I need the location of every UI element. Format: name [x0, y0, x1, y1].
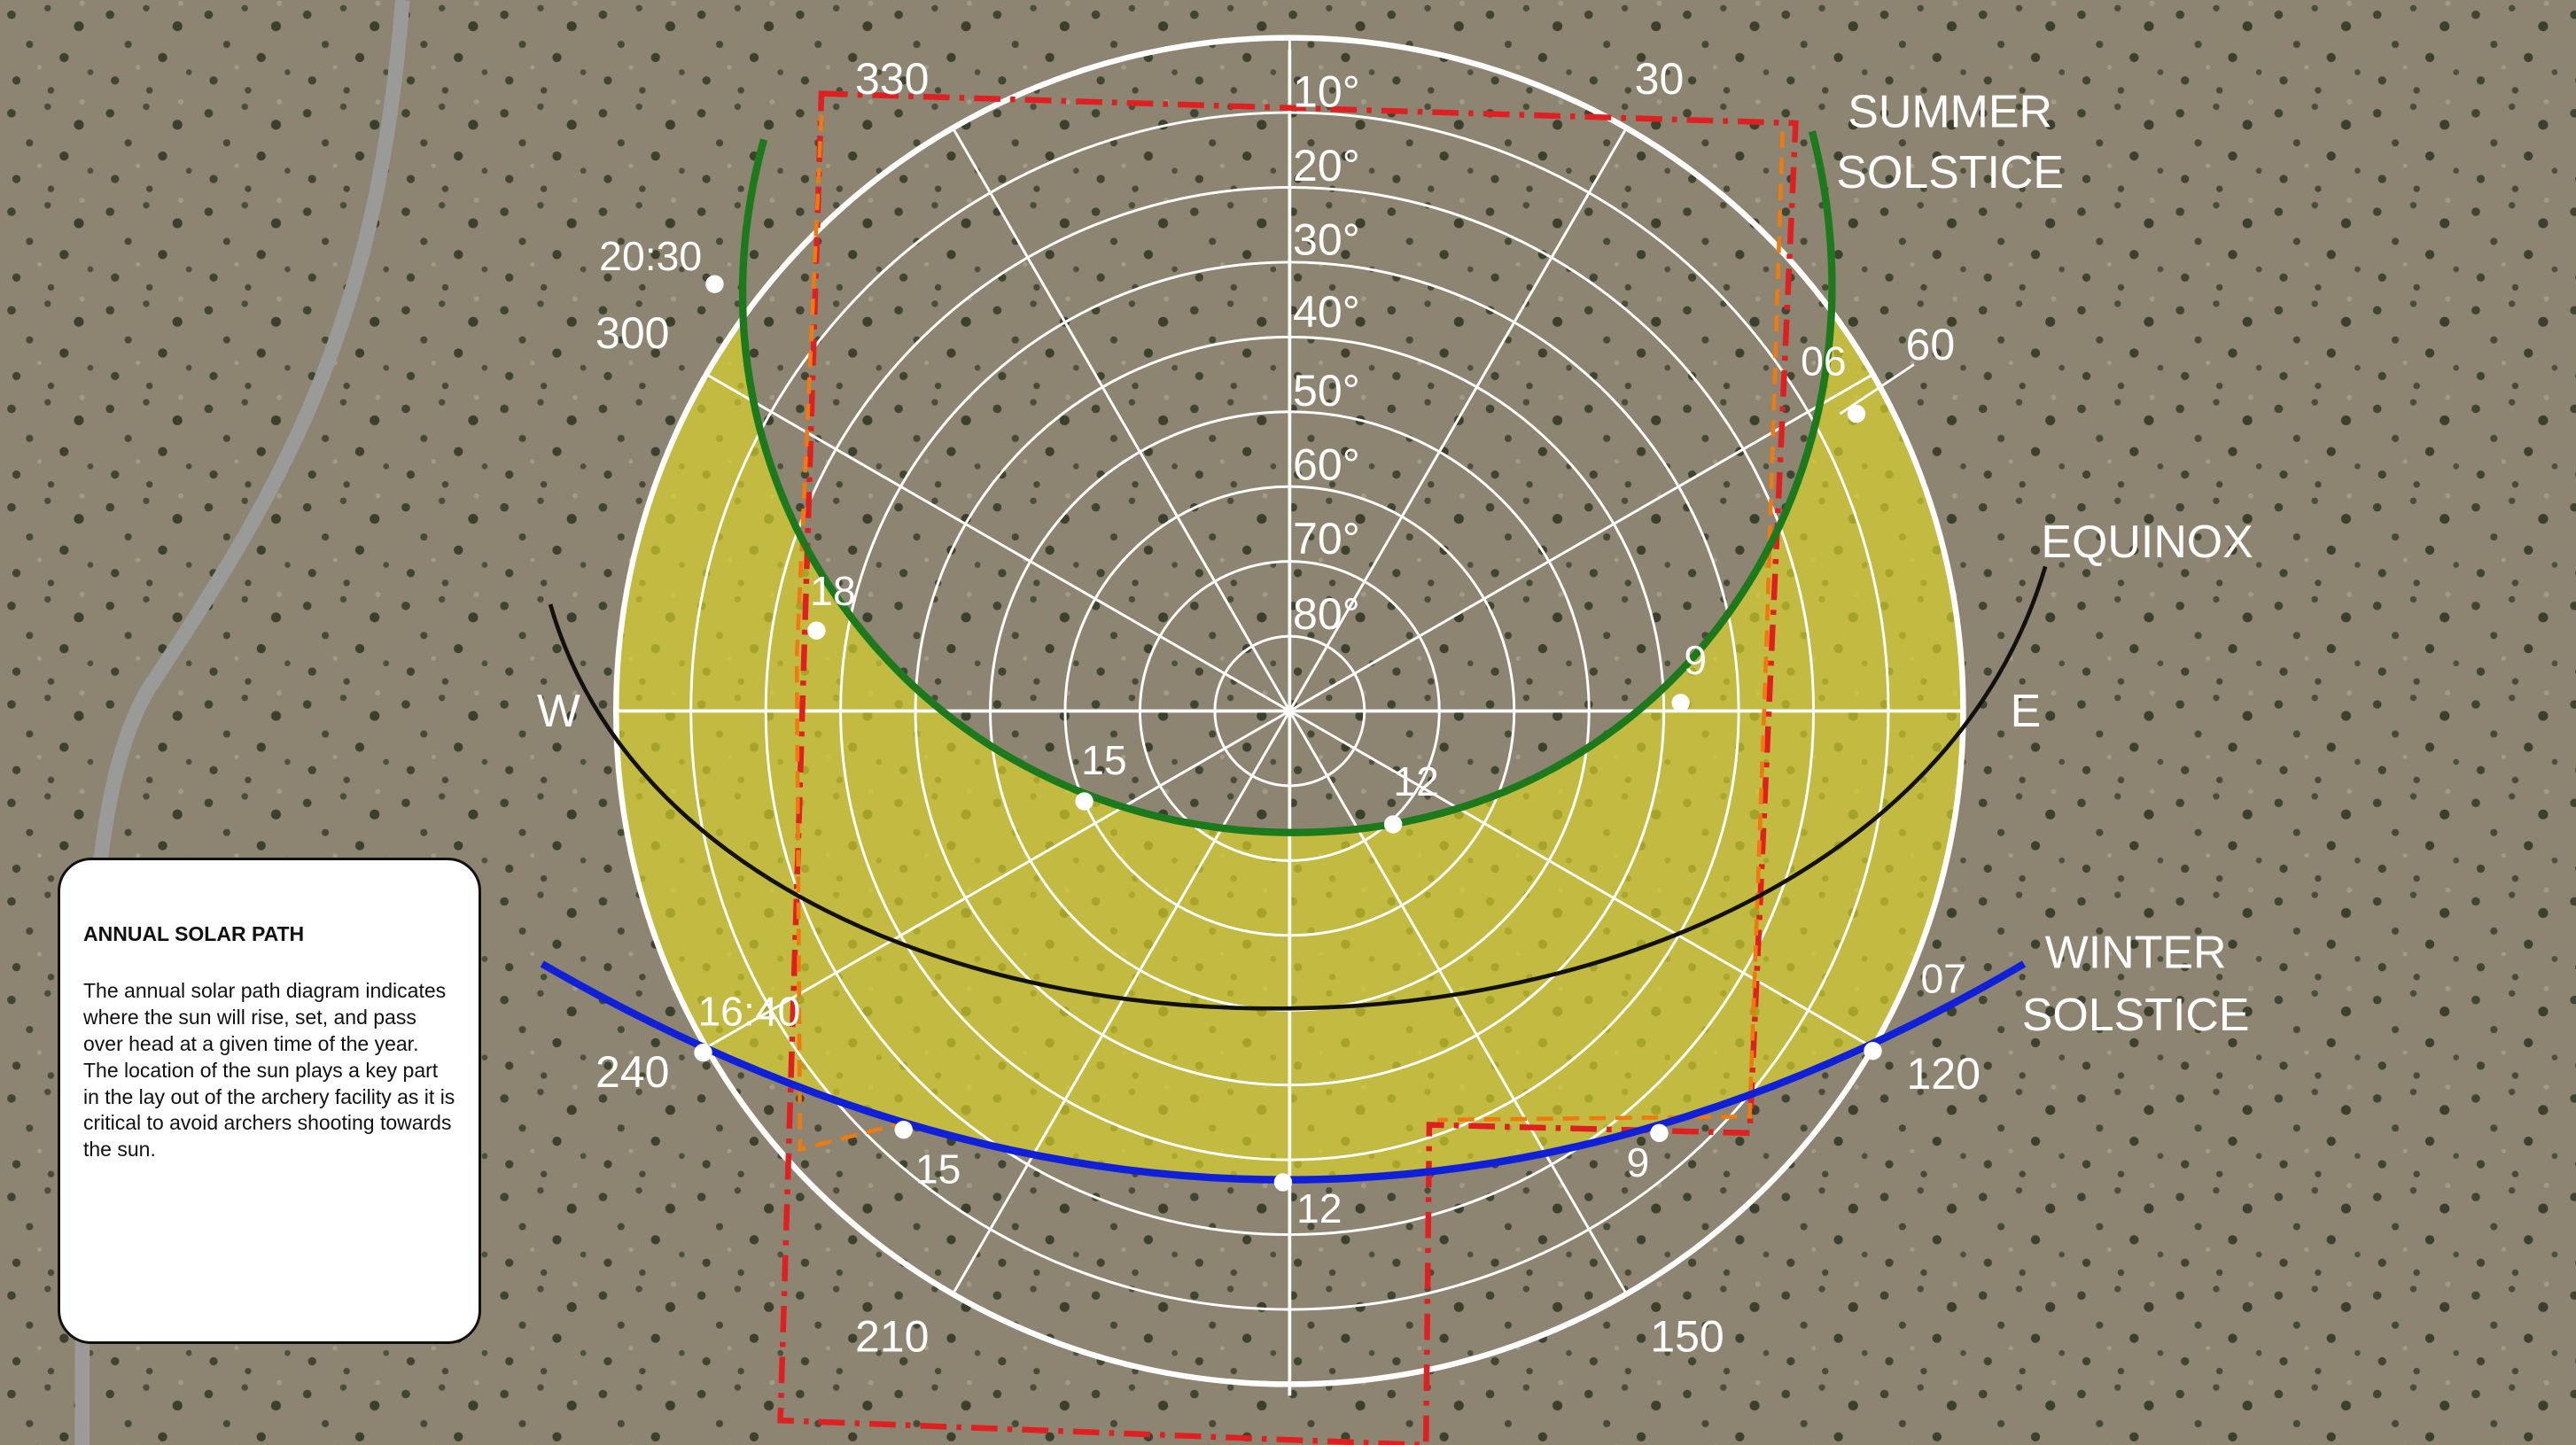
azimuth-label: 300 — [595, 308, 669, 358]
curve-label: EQUINOX — [2041, 516, 2253, 567]
sun-position — [1383, 815, 1403, 834]
site-boundary — [777, 90, 1799, 1445]
time-label: 15 — [1081, 737, 1127, 783]
info-box: ANNUAL SOLAR PATH The annual solar path … — [58, 858, 481, 1344]
azimuth-label: 240 — [595, 1047, 669, 1097]
altitude-label: 20° — [1293, 141, 1360, 190]
inner-boundary — [1437, 131, 1785, 1123]
azimuth-line — [952, 710, 1291, 1295]
inner-boundary — [794, 114, 903, 1153]
time-label: 9 — [1627, 1139, 1650, 1185]
altitude-label: 70° — [1293, 514, 1360, 563]
equinox-path — [548, 565, 2048, 1011]
sun-position — [705, 275, 724, 293]
info-body: The annual solar path diagram indicates … — [83, 979, 455, 1161]
azimuth-label: 120 — [1906, 1049, 1980, 1099]
azimuth-line — [1288, 710, 1874, 1049]
sun-position — [694, 1043, 712, 1062]
time-label: 16:40 — [697, 989, 800, 1035]
curve-label: WINTER — [2045, 926, 2227, 977]
azimuth-label: 30 — [1635, 54, 1685, 104]
azimuth-line — [1288, 373, 1874, 712]
summer-solstice-path — [738, 130, 1836, 836]
azimuth-label: 330 — [855, 54, 929, 104]
azimuth-line — [1288, 710, 1628, 1295]
info-title: ANNUAL SOLAR PATH — [83, 922, 305, 945]
sun-position — [807, 621, 826, 640]
altitude-label: 50° — [1293, 366, 1360, 416]
azimuth-label: 210 — [855, 1312, 929, 1362]
azimuth-label: 60 — [1906, 320, 1956, 369]
time-label: 20:30 — [599, 233, 702, 279]
time-label: 07 — [1920, 956, 1966, 1002]
leader-line — [1839, 363, 1915, 416]
azimuth-line — [952, 127, 1291, 712]
labels: 330 30 300 60 240 120 210 150 W E 10° 20° 30° 40° 50° 6… — [537, 54, 2253, 1362]
curve-label: SOLSTICE — [1836, 146, 2064, 198]
altitude-label: 80° — [1293, 589, 1360, 639]
altitude-label: 60° — [1293, 439, 1360, 489]
time-label: 18 — [810, 568, 856, 614]
azimuth-line — [705, 373, 1291, 712]
time-label: 06 — [1801, 338, 1847, 385]
sun-position — [1847, 404, 1866, 423]
curve-label: SOLSTICE — [2022, 989, 2250, 1040]
time-label: 9 — [1684, 637, 1707, 683]
sun-position — [1075, 792, 1093, 811]
altitude-label: 40° — [1293, 287, 1360, 337]
altitude-label: 30° — [1293, 215, 1360, 265]
sun-position — [894, 1120, 913, 1139]
azimuth-line — [705, 710, 1291, 1049]
azimuth-line — [1288, 127, 1628, 712]
time-label: 15 — [915, 1146, 961, 1193]
sun-position — [1273, 1173, 1293, 1192]
curve-label: SUMMER — [1848, 85, 2052, 136]
time-label: 12 — [1393, 758, 1439, 804]
cardinal-label: E — [2011, 685, 2042, 736]
azimuth-label: 150 — [1650, 1312, 1724, 1362]
sun-position — [1671, 694, 1690, 712]
sun-position — [1650, 1123, 1669, 1143]
solar-band — [616, 131, 1964, 1180]
time-label: 12 — [1296, 1185, 1342, 1231]
cardinal-label: W — [537, 685, 580, 736]
altitude-label: 10° — [1293, 67, 1360, 117]
sun-position — [1864, 1041, 1882, 1060]
